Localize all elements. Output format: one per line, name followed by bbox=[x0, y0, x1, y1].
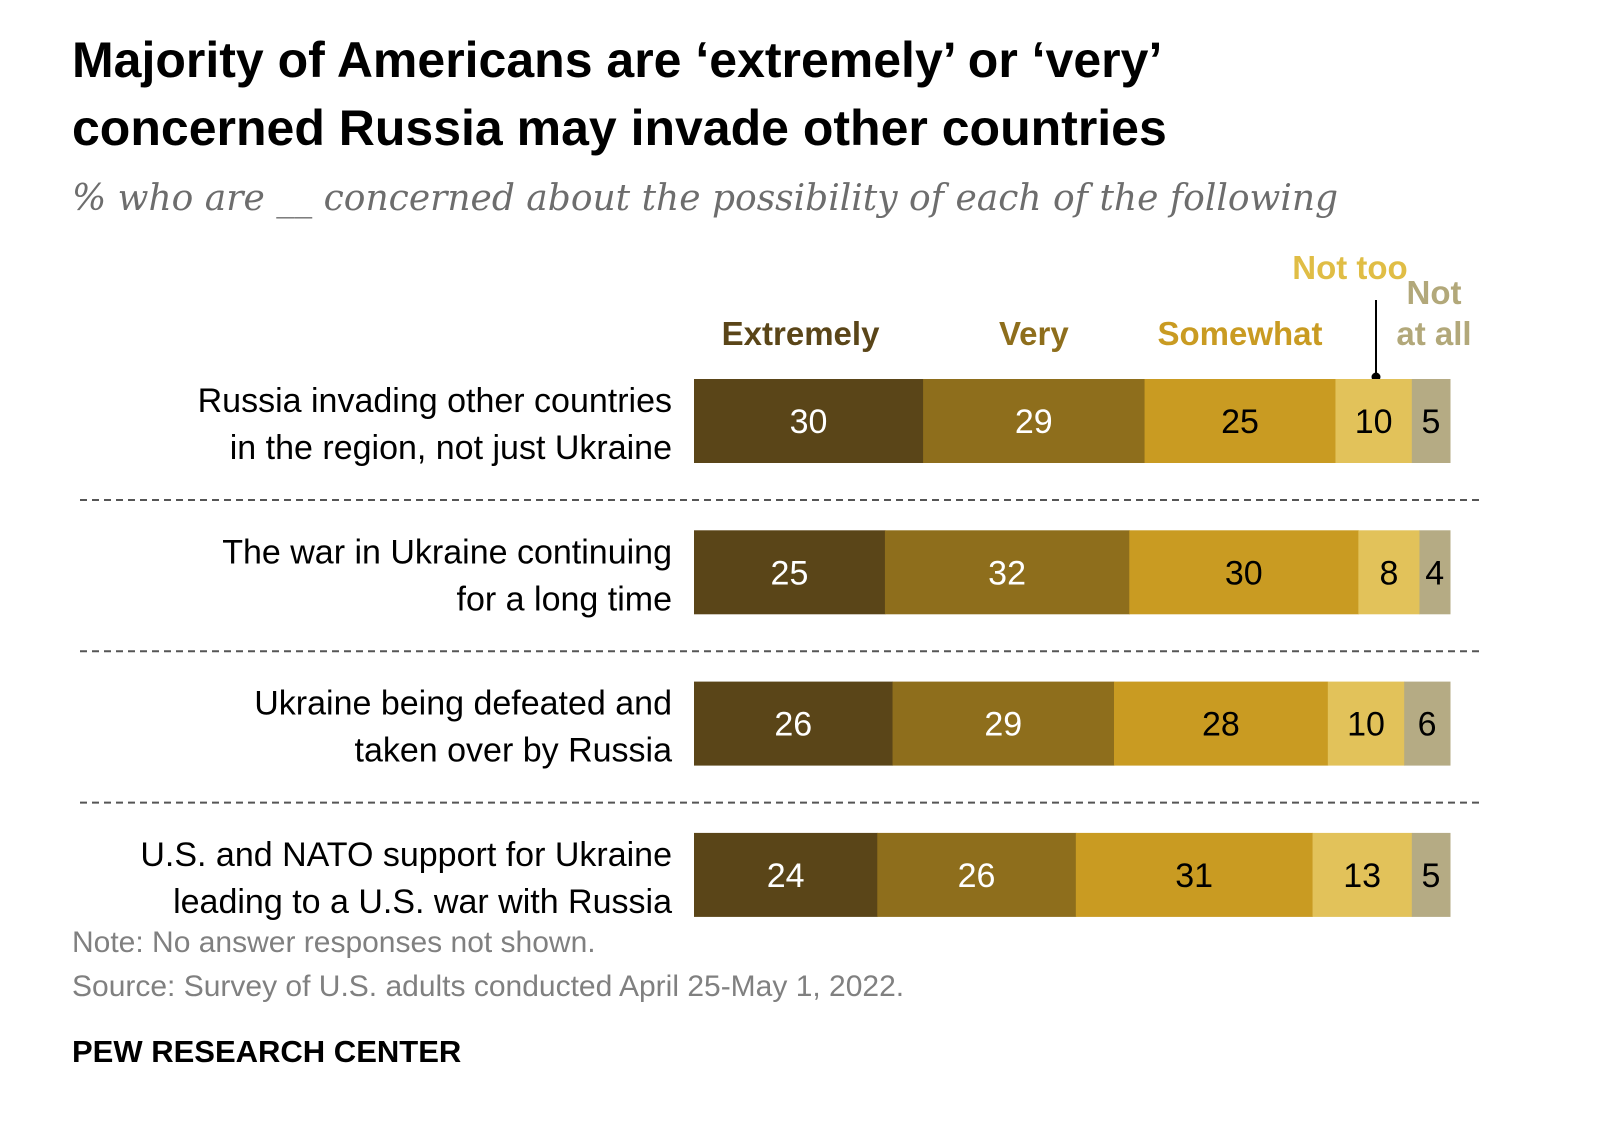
bar-not-at-all-row-4 bbox=[1411, 832, 1451, 917]
data-label-somewhat-row-1: 25 bbox=[1221, 403, 1259, 441]
bar-very-row-1 bbox=[923, 379, 1146, 463]
chart-title-line-2: concerned Russia may invade other countr… bbox=[72, 100, 1167, 156]
category-label-2-line-2: for a long time bbox=[457, 580, 672, 618]
data-label-extremely-row-4: 24 bbox=[767, 857, 805, 895]
bar-extremely-row-1 bbox=[694, 379, 924, 463]
bar-not-at-all-row-1 bbox=[1411, 379, 1451, 463]
category-label-4-line-2: leading to a U.S. war with Russia bbox=[173, 883, 672, 921]
legend-label-extremely: Extremely bbox=[722, 315, 880, 352]
chart-subtitle: % who are __ concerned about the possibi… bbox=[72, 178, 1339, 219]
bar-somewhat-row-2 bbox=[1129, 530, 1359, 615]
data-label-extremely-row-1: 30 bbox=[790, 403, 828, 441]
legend-label-somewhat: Somewhat bbox=[1157, 315, 1322, 352]
category-label-4-line-1: U.S. and NATO support for Ukraine bbox=[140, 836, 672, 874]
bar-not-too-row-4 bbox=[1312, 832, 1413, 917]
category-label-3-line-1: Ukraine being defeated and bbox=[254, 685, 672, 723]
category-label-3-line-2: taken over by Russia bbox=[355, 732, 673, 770]
bar-extremely-row-3 bbox=[694, 681, 894, 766]
data-label-not-too-row-2: 8 bbox=[1379, 554, 1398, 592]
data-label-not-too-row-3: 10 bbox=[1347, 706, 1385, 744]
bar-not-at-all-row-3 bbox=[1404, 681, 1451, 766]
pew-research-center-logo-text: PEW RESEARCH CENTER bbox=[72, 1034, 462, 1069]
data-label-not-too-row-1: 10 bbox=[1355, 403, 1393, 441]
data-label-extremely-row-2: 25 bbox=[771, 554, 809, 592]
bar-very-row-4 bbox=[877, 832, 1077, 917]
data-label-somewhat-row-3: 28 bbox=[1202, 706, 1240, 744]
data-label-somewhat-row-4: 31 bbox=[1175, 857, 1213, 895]
legend-label-not-at-all-line-2: at all bbox=[1396, 315, 1471, 352]
data-label-not-at-all-row-4: 5 bbox=[1421, 857, 1440, 895]
data-label-very-row-2: 32 bbox=[988, 554, 1026, 592]
chart-title: Majority of Americans are ‘extremely’ or… bbox=[72, 26, 1472, 162]
data-label-very-row-4: 26 bbox=[958, 857, 996, 895]
category-label-1-line-1: Russia invading other countries bbox=[198, 382, 672, 420]
data-label-extremely-row-3: 26 bbox=[774, 706, 812, 744]
bar-somewhat-row-3 bbox=[1114, 681, 1329, 766]
bar-very-row-2 bbox=[884, 530, 1130, 615]
bar-very-row-3 bbox=[892, 681, 1115, 766]
data-label-not-at-all-row-1: 5 bbox=[1421, 403, 1440, 441]
bar-not-too-row-2 bbox=[1358, 530, 1420, 615]
bar-somewhat-row-4 bbox=[1075, 832, 1314, 917]
bar-somewhat-row-1 bbox=[1144, 379, 1336, 463]
chart-source: Source: Survey of U.S. adults conducted … bbox=[72, 970, 905, 1003]
bar-not-too-row-3 bbox=[1327, 681, 1405, 766]
category-label-1-line-2: in the region, not just Ukraine bbox=[230, 429, 672, 467]
data-label-not-too-row-4: 13 bbox=[1343, 857, 1381, 895]
legend-label-not-at-all-line-1: Not bbox=[1407, 274, 1462, 311]
legend-label-very: Very bbox=[999, 315, 1069, 352]
chart-title-line-1: Majority of Americans are ‘extremely’ or… bbox=[72, 32, 1163, 88]
chart-note: Note: No answer responses not shown. bbox=[72, 926, 596, 959]
data-label-very-row-3: 29 bbox=[984, 706, 1022, 744]
bar-not-at-all-row-2 bbox=[1419, 530, 1451, 615]
bar-not-too-row-1 bbox=[1335, 379, 1413, 463]
bar-extremely-row-2 bbox=[694, 530, 886, 615]
data-label-very-row-1: 29 bbox=[1015, 403, 1053, 441]
category-label-2-line-1: The war in Ukraine continuing bbox=[222, 533, 672, 571]
legend-label-not-too: Not too bbox=[1292, 249, 1407, 286]
data-label-not-at-all-row-3: 6 bbox=[1418, 706, 1437, 744]
bar-extremely-row-4 bbox=[694, 832, 878, 917]
data-label-not-at-all-row-2: 4 bbox=[1425, 554, 1444, 592]
data-label-somewhat-row-2: 30 bbox=[1225, 554, 1263, 592]
